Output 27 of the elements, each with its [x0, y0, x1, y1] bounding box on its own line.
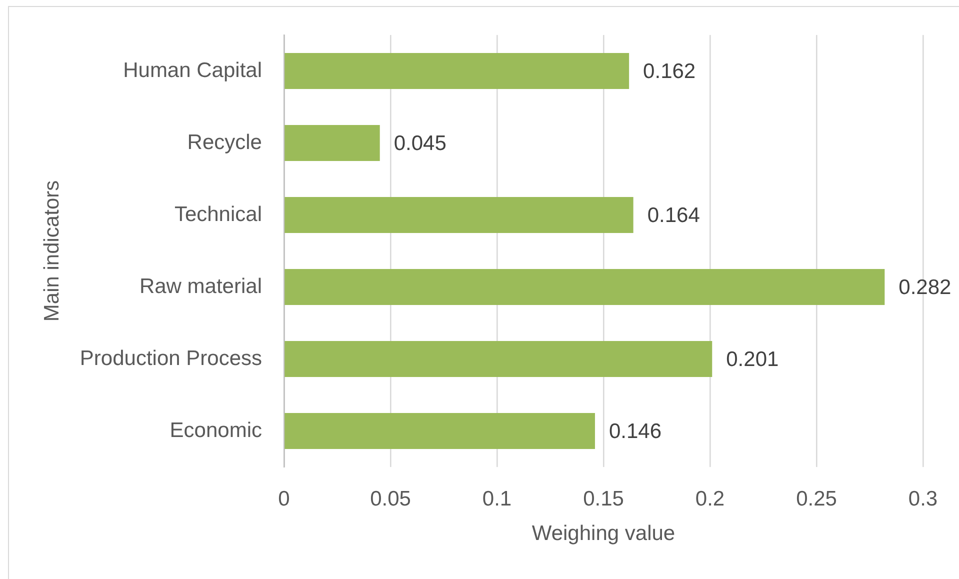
- x-tick-label: 0.3: [908, 487, 938, 510]
- data-label: 0.164: [647, 204, 700, 227]
- y-tick-label: Raw material: [139, 274, 262, 298]
- y-axis-title: Main indicators: [40, 180, 64, 322]
- data-label: 0.282: [898, 276, 952, 299]
- y-tick-label: Production Process: [80, 346, 262, 370]
- bar: [284, 125, 380, 161]
- data-label: 0.146: [608, 420, 662, 443]
- bar: [284, 197, 634, 233]
- bar: [284, 341, 712, 377]
- bar: [284, 53, 630, 89]
- bar: [284, 413, 595, 449]
- data-label: 0.201: [726, 348, 779, 371]
- x-axis-title: Weighing value: [532, 522, 676, 546]
- data-label: 0.045: [394, 132, 446, 155]
- y-tick-label: Technical: [174, 202, 262, 226]
- x-tick-label: 0.15: [583, 487, 624, 510]
- x-tick-label: 0.1: [482, 487, 512, 510]
- y-tick-label: Recycle: [187, 130, 262, 154]
- y-tick-label: Human Capital: [123, 58, 262, 82]
- x-tick-label: 0.05: [370, 487, 411, 510]
- y-tick-label: Economic: [170, 418, 262, 442]
- x-tick-label: 0.2: [695, 487, 725, 510]
- bar: [284, 269, 885, 305]
- data-label: 0.162: [643, 60, 696, 83]
- x-tick-label: 0.25: [796, 487, 837, 510]
- x-tick-label: 0: [278, 487, 290, 510]
